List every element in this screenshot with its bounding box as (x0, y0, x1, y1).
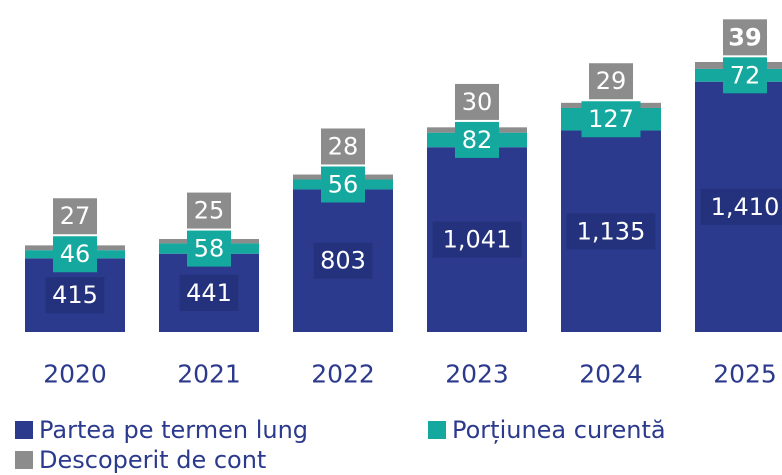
data-label-box (455, 83, 499, 120)
data-label: 58 (194, 235, 225, 263)
data-label: 803 (320, 247, 366, 275)
data-label-box (53, 198, 97, 235)
legend-swatch (428, 421, 446, 439)
legend-swatch (15, 451, 33, 469)
data-label: 46 (60, 240, 91, 268)
data-label-box (723, 57, 767, 94)
data-label: 27 (60, 202, 91, 230)
data-label-box (179, 274, 239, 311)
legend-label: Partea pe termen lung (39, 416, 308, 444)
data-label-box (53, 236, 97, 273)
data-label: 29 (596, 67, 627, 95)
legend-label: Descoperit de cont (39, 446, 266, 474)
data-label-box (700, 188, 782, 225)
data-label: 441 (186, 279, 232, 307)
data-label-box (321, 166, 365, 203)
data-label: 127 (588, 105, 634, 133)
data-label: 25 (194, 197, 225, 225)
data-label-box (589, 63, 633, 100)
data-label-box (723, 19, 767, 56)
x-tick-label: 2023 (445, 360, 509, 389)
data-label: 82 (462, 126, 493, 154)
data-label-box (187, 192, 231, 229)
data-label: 1,410 (711, 193, 780, 221)
data-label: 30 (462, 88, 493, 116)
x-tick-label: 2021 (177, 360, 241, 389)
data-label-box (321, 128, 365, 165)
data-label: 28 (328, 132, 359, 160)
x-tick-label: 2025 (713, 360, 777, 389)
data-label: 72 (730, 61, 761, 89)
data-label-box (566, 213, 656, 250)
data-label: 1,135 (577, 217, 646, 245)
data-label: 39 (728, 23, 761, 51)
data-label-box (187, 230, 231, 267)
x-tick-label: 2020 (43, 360, 107, 389)
data-label-box (455, 121, 499, 158)
legend-swatch (15, 421, 33, 439)
x-tick-label: 2024 (579, 360, 643, 389)
data-label-box (581, 101, 641, 138)
data-label: 1,041 (443, 226, 512, 254)
data-label: 415 (52, 281, 98, 309)
x-tick-label: 2022 (311, 360, 375, 389)
data-label: 56 (328, 170, 359, 198)
data-label-box (313, 242, 373, 279)
data-label-box (432, 221, 522, 258)
legend-label: Porțiunea curentă (452, 416, 666, 444)
data-label-box (45, 277, 105, 314)
